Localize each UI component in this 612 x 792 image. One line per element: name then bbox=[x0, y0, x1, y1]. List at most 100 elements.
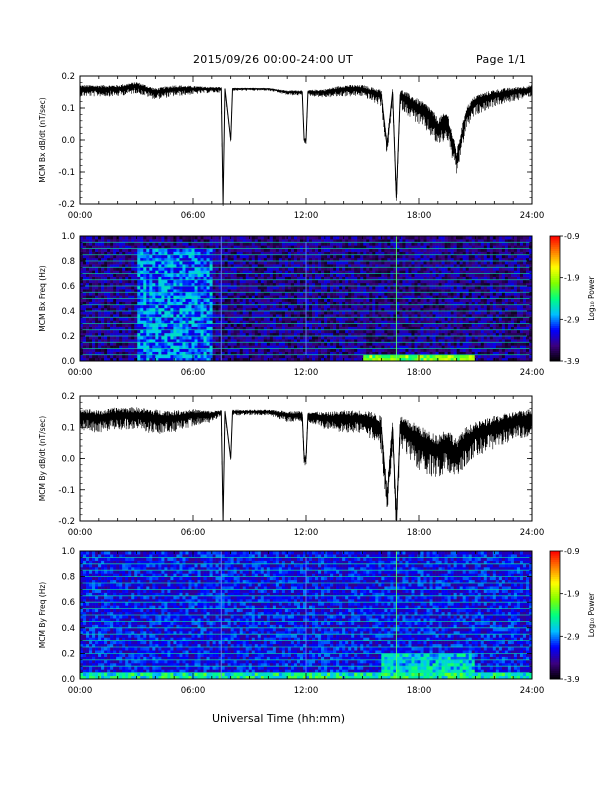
heatmap-cell bbox=[233, 245, 237, 249]
heatmap-cell bbox=[191, 329, 195, 334]
heatmap-cell bbox=[149, 317, 153, 321]
heatmap-cell bbox=[218, 251, 222, 256]
heatmap-cell bbox=[209, 279, 213, 284]
heatmap-cell bbox=[149, 276, 153, 281]
heatmap-cell bbox=[390, 279, 394, 284]
heatmap-cell bbox=[251, 317, 256, 321]
heatmap-cell bbox=[372, 279, 376, 284]
heatmap-cell bbox=[209, 254, 213, 259]
heatmap-cell bbox=[149, 289, 153, 293]
heatmap-cell bbox=[254, 317, 259, 321]
heatmap-cell bbox=[381, 273, 385, 277]
heatmap-cell bbox=[441, 342, 445, 346]
heatmap-cell bbox=[110, 357, 114, 362]
heatmap-cell bbox=[206, 289, 210, 293]
heatmap-cell bbox=[357, 236, 361, 240]
heatmap-cell bbox=[86, 314, 90, 318]
heatmap-cell bbox=[158, 357, 162, 362]
heatmap-cell bbox=[281, 286, 286, 290]
heatmap-cell bbox=[269, 270, 274, 274]
data-point bbox=[224, 88, 226, 90]
heatmap-cell bbox=[95, 345, 99, 349]
heatmap-cell bbox=[233, 270, 237, 274]
heatmap-cell bbox=[408, 348, 412, 352]
heatmap-cell bbox=[101, 261, 105, 265]
heatmap-cell bbox=[408, 273, 412, 277]
heatmap-cell bbox=[221, 254, 225, 259]
data-point bbox=[409, 101, 410, 102]
heatmap-cell bbox=[140, 301, 144, 306]
heatmap-cell bbox=[369, 317, 373, 321]
heatmap-cell bbox=[381, 267, 385, 271]
heatmap-cell bbox=[333, 323, 337, 327]
heatmap-cell bbox=[173, 261, 177, 265]
heatmap-cell bbox=[366, 236, 370, 240]
heatmap-cell bbox=[203, 323, 207, 327]
heatmap-cell bbox=[113, 292, 117, 296]
heatmap-cell bbox=[242, 264, 247, 268]
x-tick-label: 18:00 bbox=[407, 211, 432, 221]
heatmap-cell bbox=[206, 311, 210, 315]
heatmap-cell bbox=[182, 339, 186, 343]
panel-axes-1: 00:00 06:00 12:00 18:00 24:000.20.10.0-0.1-0… bbox=[38, 72, 544, 221]
heatmap-cell bbox=[278, 286, 283, 290]
heatmap-cell bbox=[272, 257, 277, 262]
heatmap-cell bbox=[375, 304, 379, 309]
heatmap-cell bbox=[293, 245, 298, 249]
heatmap-cell bbox=[251, 261, 256, 265]
heatmap-cell bbox=[110, 292, 114, 296]
heatmap-cell bbox=[296, 251, 301, 256]
heatmap-cell bbox=[98, 345, 102, 349]
heatmap-cell bbox=[176, 320, 180, 324]
heatmap-cell bbox=[354, 273, 358, 277]
heatmap-cell bbox=[140, 257, 144, 262]
heatmap-cell bbox=[140, 348, 144, 352]
heatmap-cell bbox=[336, 323, 340, 327]
heatmap-cell bbox=[113, 357, 117, 362]
heatmap-cell bbox=[242, 257, 247, 262]
heatmap-cell bbox=[438, 242, 442, 246]
heatmap-cell bbox=[86, 320, 90, 324]
heatmap-cell bbox=[113, 276, 117, 281]
heatmap-cell bbox=[312, 336, 316, 340]
heatmap-cell bbox=[152, 323, 156, 327]
heatmap-cell bbox=[92, 323, 96, 327]
heatmap-cell bbox=[227, 304, 231, 309]
heatmap-cell bbox=[224, 248, 228, 252]
heatmap-cell bbox=[173, 351, 177, 356]
heatmap-cell bbox=[104, 295, 108, 299]
heatmap-cell bbox=[179, 264, 183, 268]
heatmap-cell bbox=[89, 245, 93, 249]
heatmap-cell bbox=[143, 248, 147, 252]
heatmap-cell bbox=[381, 342, 385, 346]
heatmap-cell bbox=[290, 339, 295, 343]
heatmap-cell bbox=[146, 357, 150, 362]
heatmap-cell bbox=[218, 357, 222, 362]
heatmap-cell bbox=[299, 304, 304, 309]
heatmap-cell bbox=[167, 248, 171, 252]
heatmap-cell bbox=[83, 257, 87, 262]
heatmap-cell bbox=[116, 339, 120, 343]
heatmap-cell bbox=[245, 336, 250, 340]
heatmap-cell bbox=[390, 323, 394, 327]
heatmap-cell bbox=[128, 273, 132, 277]
heatmap-cell bbox=[209, 257, 213, 262]
heatmap-cell bbox=[83, 332, 87, 337]
heatmap-cell bbox=[242, 329, 247, 334]
heatmap-cell bbox=[330, 254, 334, 259]
heatmap-cell bbox=[101, 351, 105, 356]
heatmap-cell bbox=[324, 279, 328, 284]
heatmap-cell bbox=[278, 307, 283, 312]
heatmap-cell bbox=[182, 354, 186, 359]
heatmap-cell bbox=[384, 273, 388, 277]
heatmap-cell bbox=[357, 336, 361, 340]
heatmap-cell bbox=[125, 245, 129, 249]
heatmap-cell bbox=[185, 342, 189, 346]
heatmap-cell bbox=[170, 239, 174, 243]
heatmap-cell bbox=[378, 298, 382, 302]
heatmap-cell bbox=[104, 326, 108, 331]
heatmap-cell bbox=[173, 354, 177, 359]
heatmap-cell bbox=[191, 336, 195, 340]
heatmap-cell bbox=[408, 286, 412, 290]
heatmap-cell bbox=[233, 323, 237, 327]
